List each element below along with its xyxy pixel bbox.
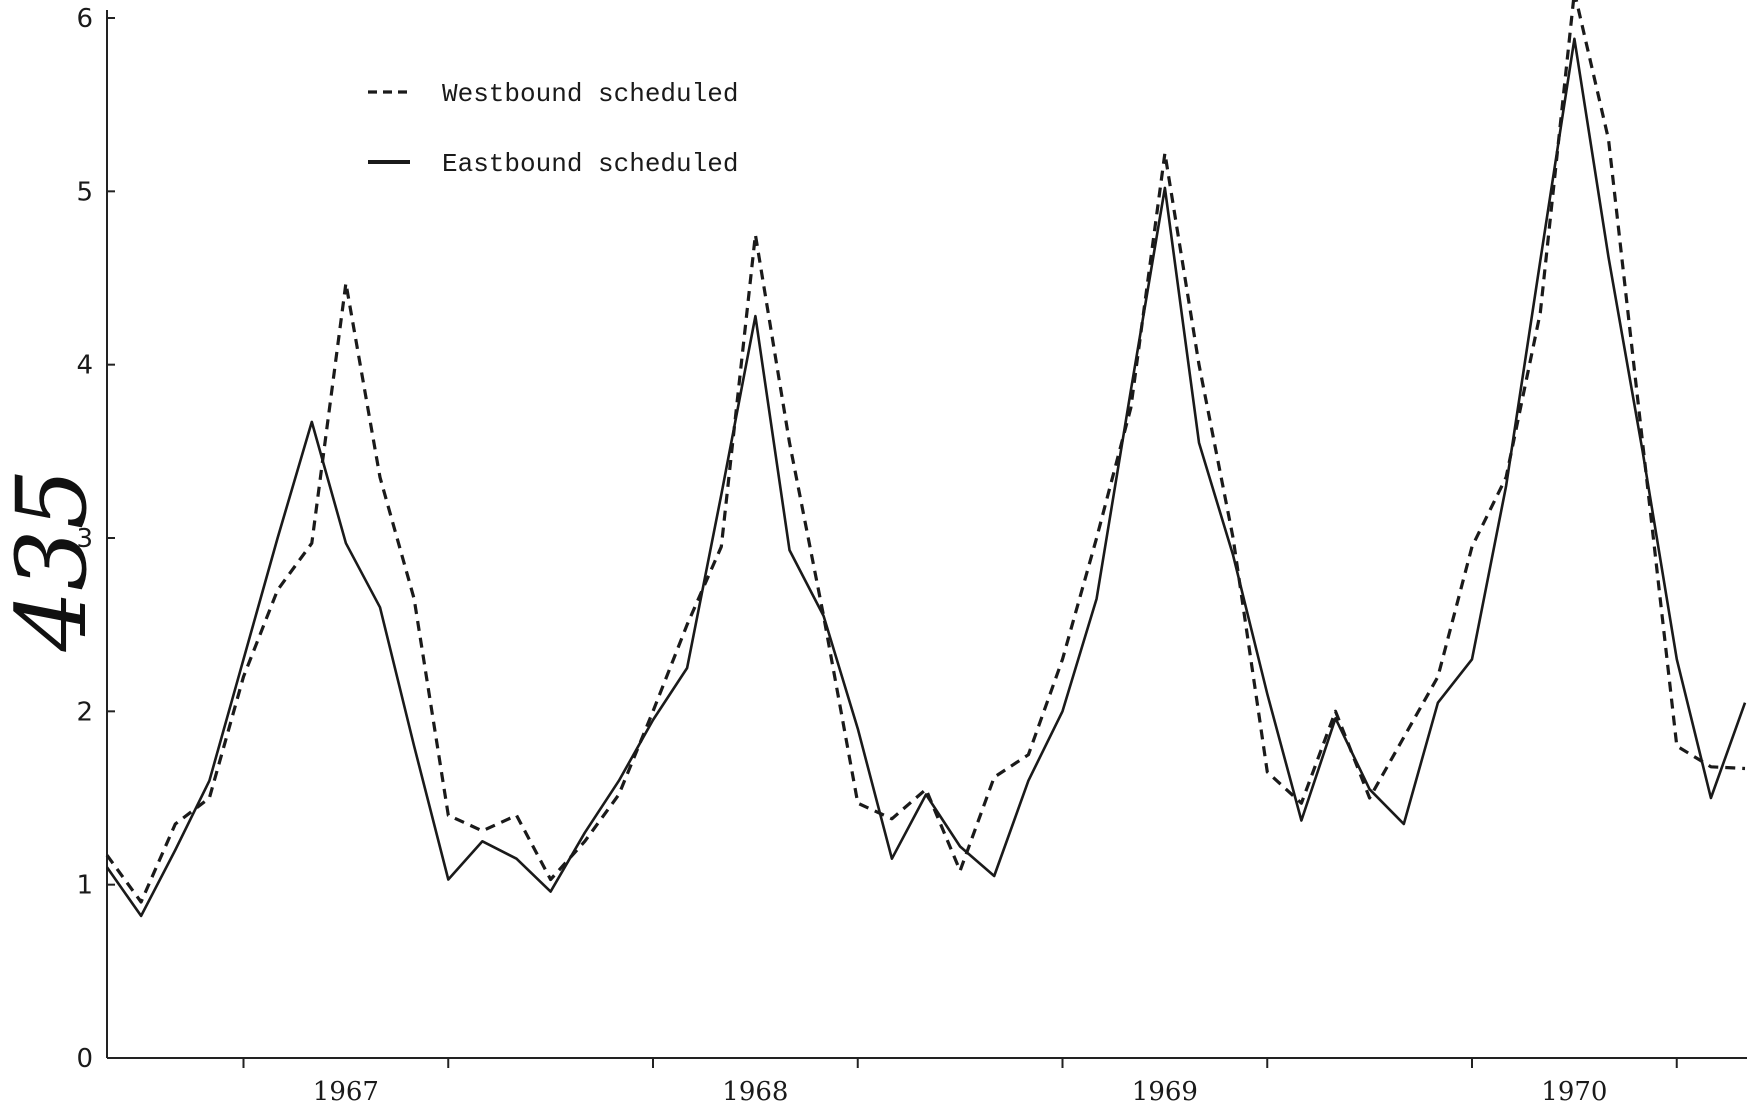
series-line-westbound <box>105 0 1746 904</box>
handwritten-page-number: 435 <box>0 468 108 652</box>
y-tick-label: 1 <box>76 871 93 901</box>
axes: 0 1 2 3 4 5 6 1967 1968 1969 1970 <box>76 4 1747 1106</box>
legend-label: Westbound scheduled <box>442 79 738 109</box>
y-tick-label: 5 <box>76 177 93 207</box>
y-tick-label: 6 <box>76 4 93 34</box>
x-tick-label: 1970 <box>1541 1077 1607 1106</box>
legend-label: Eastbound scheduled <box>442 149 738 179</box>
y-tick-label: 4 <box>76 351 93 381</box>
x-tick-label: 1968 <box>722 1077 788 1106</box>
series-lines <box>105 0 1747 918</box>
x-tick-label: 1969 <box>1132 1077 1198 1106</box>
x-tick-label: 1967 <box>313 1077 379 1106</box>
y-tick-label: 0 <box>76 1044 93 1074</box>
legend: Westbound scheduled Eastbound scheduled <box>368 79 738 179</box>
handwritten-page-number-text: 435 <box>0 468 108 652</box>
y-tick-label: 3 <box>76 524 93 554</box>
y-tick-label: 2 <box>76 697 93 727</box>
series-line-eastbound <box>105 37 1747 918</box>
